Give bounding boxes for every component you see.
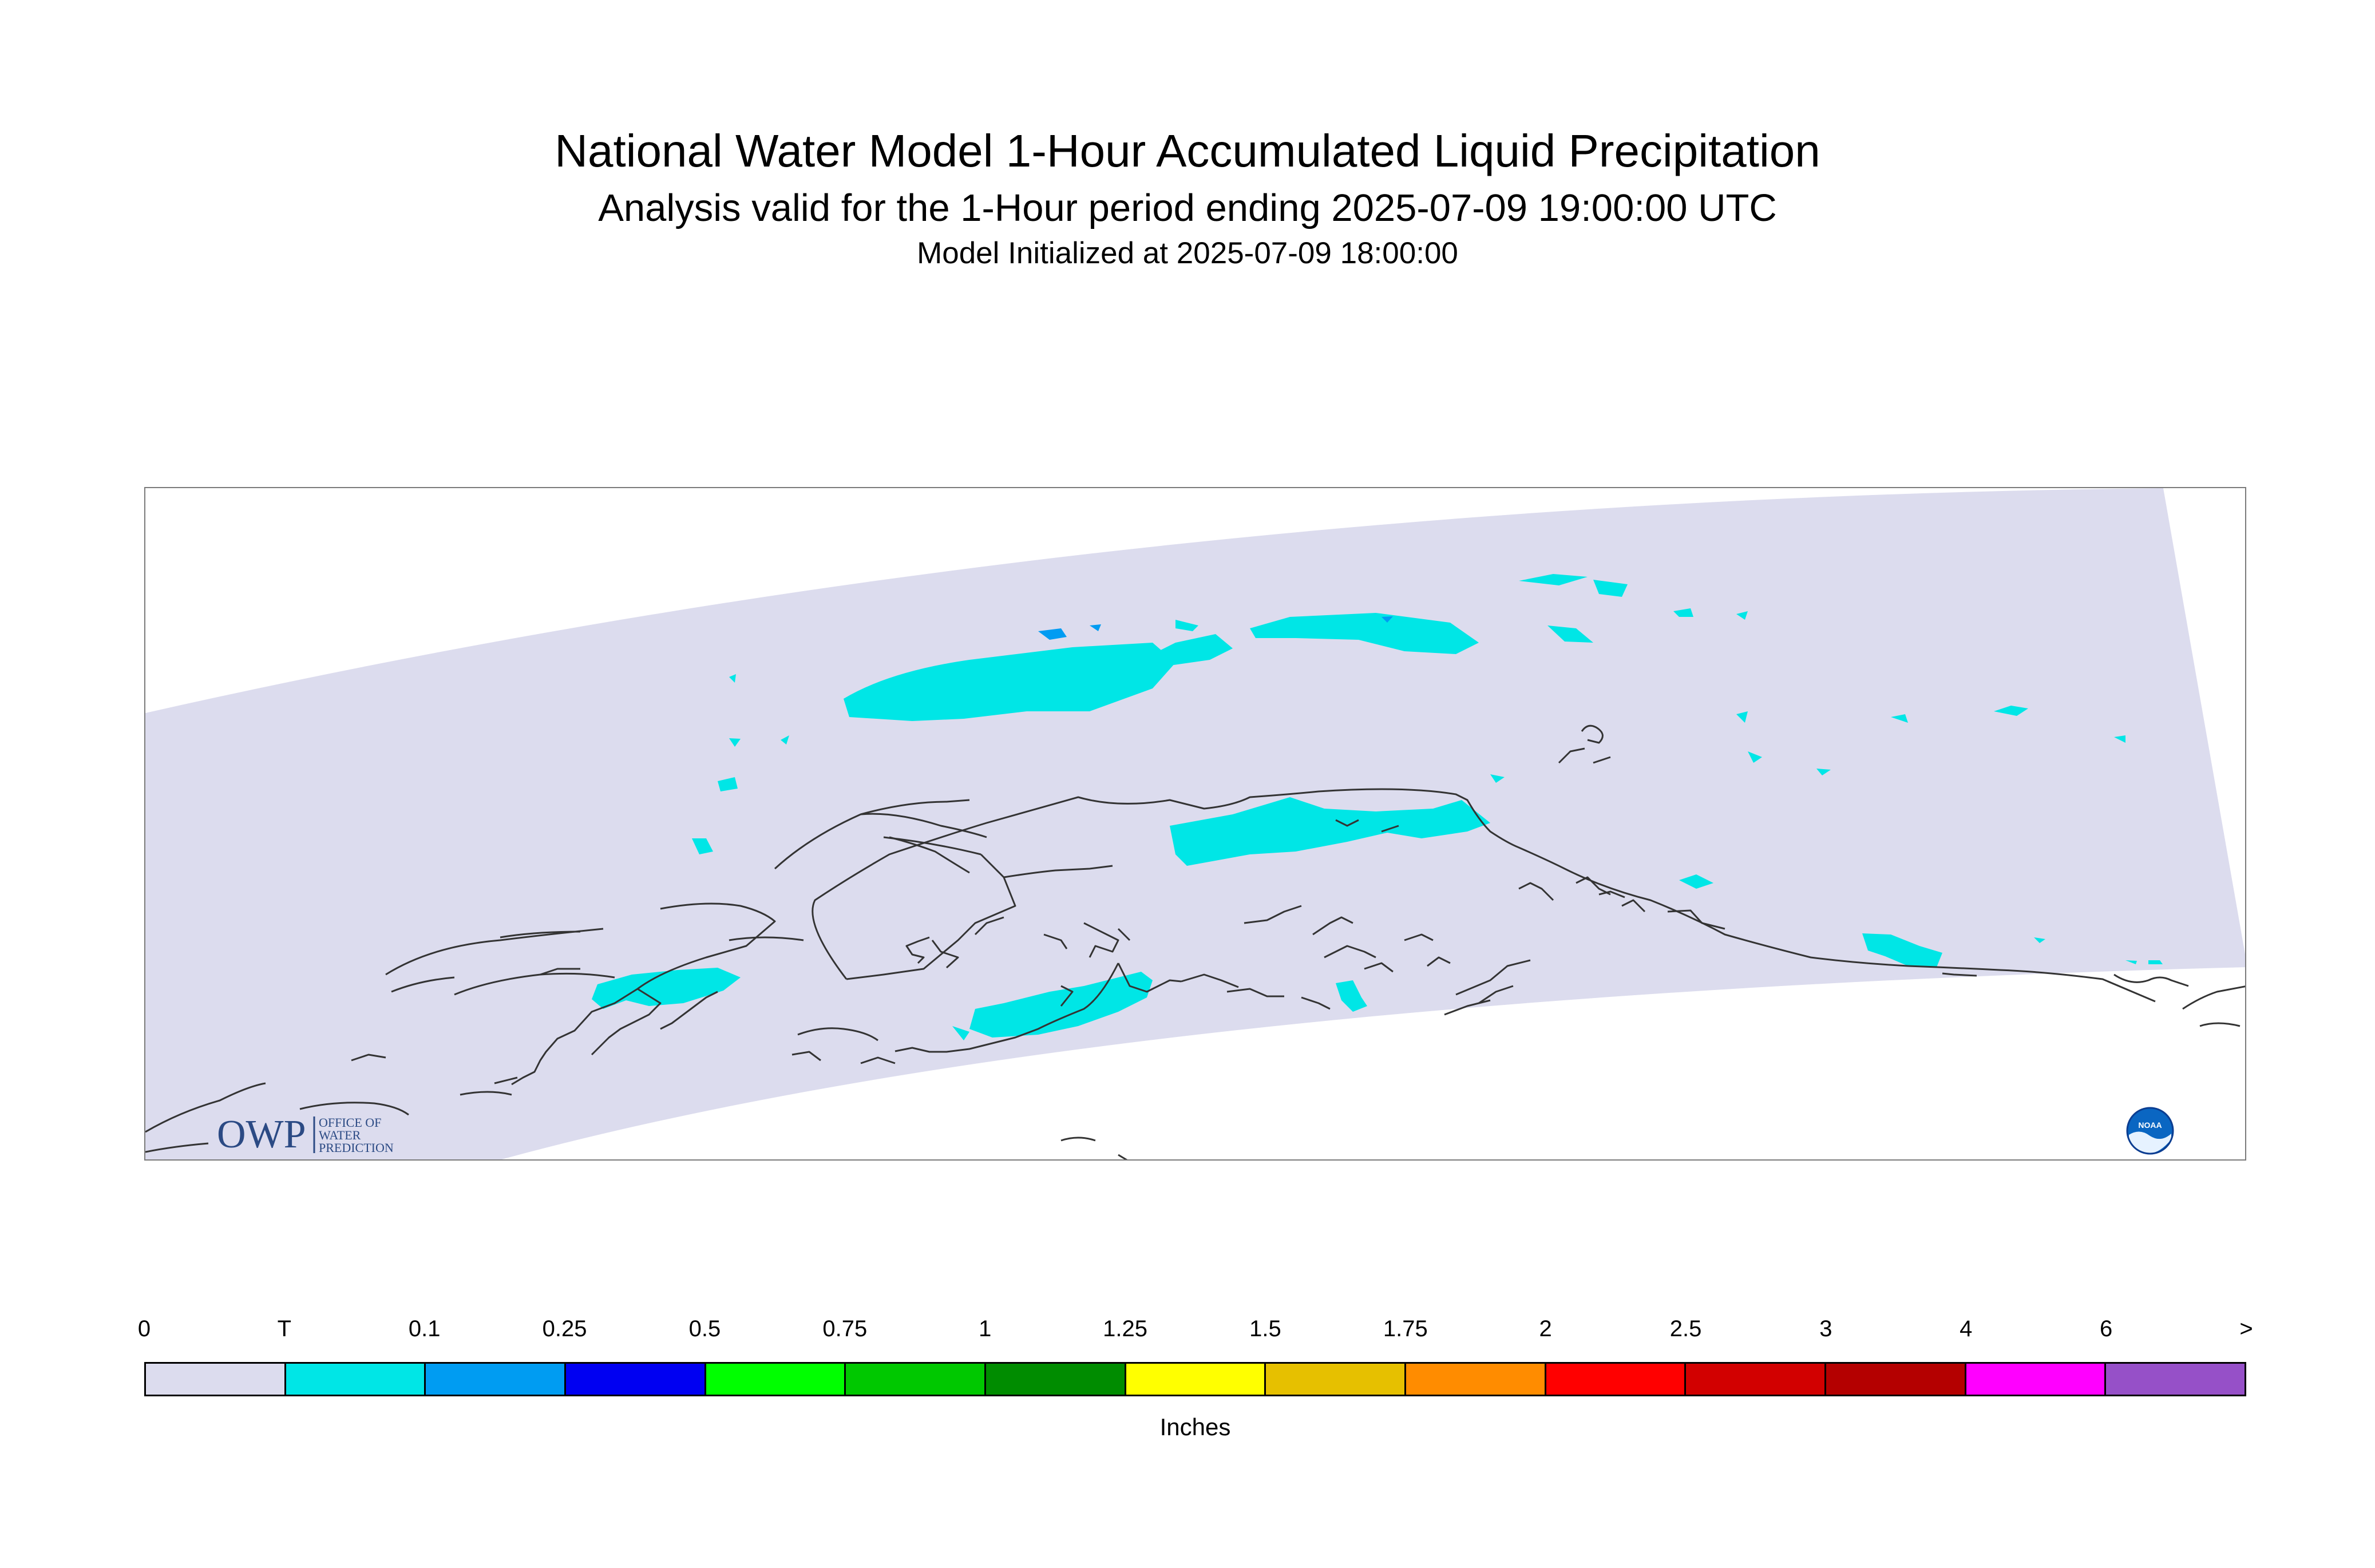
legend-swatch xyxy=(1266,1364,1407,1395)
legend-swatch xyxy=(846,1364,987,1395)
owp-logo-text: WATER xyxy=(319,1128,361,1142)
legend-tick-label: 0.75 xyxy=(822,1316,868,1341)
legend-swatch xyxy=(1966,1364,2107,1395)
legend-tick-label: 1 xyxy=(979,1316,992,1341)
legend-swatch xyxy=(1406,1364,1546,1395)
svg-text:OWP: OWP xyxy=(217,1112,306,1157)
legend-units: Inches xyxy=(1159,1413,1231,1440)
legend-tick-label: 4 xyxy=(1960,1316,1973,1341)
legend-tick-label: T xyxy=(277,1316,292,1341)
legend-swatch xyxy=(706,1364,846,1395)
owp-logo-text: OFFICE OF xyxy=(319,1115,381,1130)
model-init-time: Model Initialized at 2025-07-09 18:00:00 xyxy=(917,236,1458,270)
precip-legend: 0 T 0.1 0.25 0.5 0.75 1 1.25 1.5 1.75 2 2.5 3 4 6 > Inc… xyxy=(138,1316,2253,1454)
legend-swatch xyxy=(286,1364,426,1395)
legend-tick-label: 6 xyxy=(2100,1316,2113,1341)
legend-tick-label: 1.75 xyxy=(1383,1316,1428,1341)
legend-tick-label: 0.1 xyxy=(408,1316,441,1341)
coastlines xyxy=(145,724,2245,1159)
legend-tick-label: 0 xyxy=(137,1316,151,1341)
legend-swatch xyxy=(1546,1364,1687,1395)
map-subtitle: Analysis valid for the 1-Hour period end… xyxy=(598,187,1777,229)
map-canvas xyxy=(145,488,2245,1159)
owp-logo-text: PREDICTION xyxy=(319,1141,394,1155)
legend-colorbar xyxy=(144,1362,2246,1396)
legend-tick-label: 2 xyxy=(1539,1316,1552,1341)
legend-tick-label: 1.5 xyxy=(1249,1316,1281,1341)
legend-swatch xyxy=(986,1364,1126,1395)
noaa-logo: NOAA xyxy=(2125,1106,2175,1155)
map-title: National Water Model 1-Hour Accumulated … xyxy=(555,125,1820,176)
precip-light xyxy=(592,574,2163,1040)
legend-swatch xyxy=(146,1364,286,1395)
owp-logo: OWP OFFICE OF WATER PREDICTION xyxy=(217,1112,434,1158)
precip-medium xyxy=(1038,616,1393,640)
legend-tick-label: 2.5 xyxy=(1669,1316,1702,1341)
legend-swatch xyxy=(1686,1364,1827,1395)
precipitation-map: OWP OFFICE OF WATER PREDICTION NOAA xyxy=(144,487,2246,1161)
legend-tick-label: 3 xyxy=(1819,1316,1832,1341)
legend-swatch xyxy=(2106,1364,2245,1395)
legend-swatch xyxy=(426,1364,567,1395)
legend-swatch xyxy=(1826,1364,1966,1395)
legend-tick-label: 0.5 xyxy=(688,1316,721,1341)
svg-text:NOAA: NOAA xyxy=(2138,1120,2162,1130)
legend-tick-label: 0.25 xyxy=(542,1316,587,1341)
legend-swatch xyxy=(1126,1364,1266,1395)
legend-swatch xyxy=(566,1364,706,1395)
legend-tick-label: 1.25 xyxy=(1103,1316,1147,1341)
legend-tick-label: > xyxy=(2239,1316,2253,1341)
